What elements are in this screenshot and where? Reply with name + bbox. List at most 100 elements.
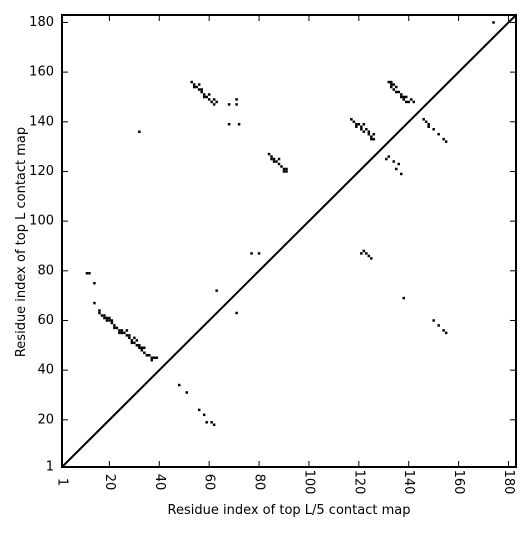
contact-point xyxy=(282,170,286,173)
contact-point xyxy=(120,331,124,335)
contact-point xyxy=(202,413,206,417)
contact-point xyxy=(113,326,116,330)
contact-point xyxy=(427,125,430,128)
contact-point xyxy=(143,346,146,350)
contact-point xyxy=(272,157,276,161)
contact-point xyxy=(277,157,281,161)
contact-point xyxy=(118,331,121,335)
contact-point xyxy=(200,90,203,94)
x-tick-label: 160 xyxy=(451,470,466,495)
y-tick-label: 120 xyxy=(29,164,54,179)
y-tick-label: 180 xyxy=(29,15,54,30)
contact-point xyxy=(370,137,373,141)
contact-point xyxy=(128,336,131,340)
contact-point xyxy=(125,329,129,332)
contact-point xyxy=(360,125,363,128)
contact-point xyxy=(362,130,366,133)
contact-point xyxy=(207,93,211,96)
contact-point xyxy=(402,296,405,300)
contact-point xyxy=(350,118,353,121)
contact-point xyxy=(150,356,154,359)
y-tick-label: 20 xyxy=(37,412,54,427)
contact-point xyxy=(145,353,149,357)
contact-point xyxy=(128,334,131,337)
contact-point xyxy=(192,85,196,89)
contact-point xyxy=(103,314,106,317)
contact-point xyxy=(395,85,398,89)
contact-point xyxy=(205,421,208,424)
contact-point xyxy=(197,83,201,86)
contact-point xyxy=(362,249,366,253)
contact-point xyxy=(103,316,106,320)
contact-point xyxy=(400,95,403,99)
contact-point xyxy=(370,257,373,260)
contact-point xyxy=(215,100,218,104)
contact-point xyxy=(210,421,213,424)
contact-point xyxy=(227,103,231,106)
contact-point xyxy=(432,127,435,131)
contact-point xyxy=(85,272,89,275)
contact-point xyxy=(404,95,408,99)
contact-point xyxy=(357,123,361,126)
contact-point xyxy=(138,346,141,350)
y-tick-label: 160 xyxy=(29,65,54,80)
contact-point xyxy=(355,123,358,126)
contact-point xyxy=(390,85,393,89)
contact-point xyxy=(390,80,393,84)
contact-point xyxy=(212,423,216,427)
contact-point xyxy=(402,95,405,99)
contact-point xyxy=(118,329,121,332)
contact-point xyxy=(402,98,405,101)
contact-point xyxy=(424,120,428,124)
y-tick-label: 80 xyxy=(37,263,54,278)
contact-point xyxy=(250,252,253,255)
contact-point xyxy=(360,127,363,131)
contact-point xyxy=(404,100,408,104)
contact-point xyxy=(113,324,116,327)
contact-point xyxy=(432,319,435,322)
contact-point xyxy=(150,358,154,362)
contact-point xyxy=(235,311,238,315)
contact-point xyxy=(207,98,211,101)
x-tick-label: 140 xyxy=(401,470,416,495)
contact-point xyxy=(140,349,144,352)
contact-point xyxy=(387,155,391,158)
contact-point xyxy=(365,127,368,131)
contact-point xyxy=(105,316,109,320)
contact-point xyxy=(437,132,440,136)
x-axis-ticks: 1 20 40 60 80 100 120 140 160 180 xyxy=(55,15,516,495)
contact-point xyxy=(237,123,241,126)
contact-point xyxy=(412,100,415,104)
x-tick-label: 40 xyxy=(152,474,167,491)
contact-point xyxy=(437,324,440,327)
contact-point xyxy=(93,281,96,285)
contact-point xyxy=(130,341,134,345)
x-axis-label: Residue index of top L/5 contact map xyxy=(168,503,411,518)
contact-point xyxy=(387,80,391,84)
contact-point xyxy=(210,100,213,104)
contact-point xyxy=(392,83,396,86)
contact-point xyxy=(120,329,124,332)
contact-point xyxy=(409,98,413,101)
contact-point xyxy=(227,123,231,126)
contact-point xyxy=(272,160,276,163)
contact-point xyxy=(270,157,273,161)
contact-point xyxy=(444,140,448,143)
contact-point xyxy=(442,137,445,141)
y-tick-label: 60 xyxy=(37,313,54,328)
contact-point xyxy=(392,160,396,163)
contact-point xyxy=(205,95,208,99)
contact-point xyxy=(392,88,396,91)
contact-point xyxy=(192,83,196,86)
contact-point xyxy=(88,272,91,275)
contact-point xyxy=(235,98,238,101)
x-tick-label: 180 xyxy=(501,470,516,495)
points-layer xyxy=(85,21,495,427)
x-tick-label: 60 xyxy=(202,474,217,491)
y-tick-label: 1 xyxy=(46,460,54,475)
contact-point xyxy=(407,100,410,104)
contact-point xyxy=(282,167,286,171)
diagonal-line xyxy=(61,14,517,468)
